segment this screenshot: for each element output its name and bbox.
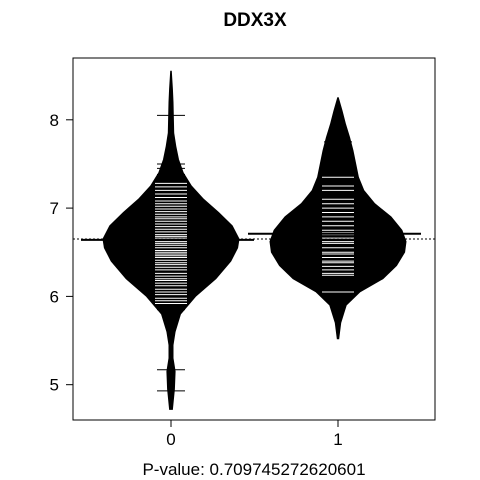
x-tick-label: 1 — [333, 430, 342, 449]
mean-lines-layer — [81, 232, 421, 241]
plot-frame — [72, 57, 436, 421]
y-tick-label: 5 — [50, 376, 59, 395]
bean-1 — [269, 97, 407, 340]
x-axis-label: P-value: 0.709745272620601 — [142, 460, 365, 479]
observation-lines-layer — [155, 114, 354, 392]
y-tick-label: 6 — [50, 287, 59, 306]
chart-title: DDX3X — [223, 10, 287, 31]
y-tick-label: 8 — [50, 111, 59, 130]
y-tick-label: 7 — [50, 199, 59, 218]
x-tick-label: 0 — [166, 430, 175, 449]
y-axis: 5 6 7 8 — [50, 111, 73, 395]
